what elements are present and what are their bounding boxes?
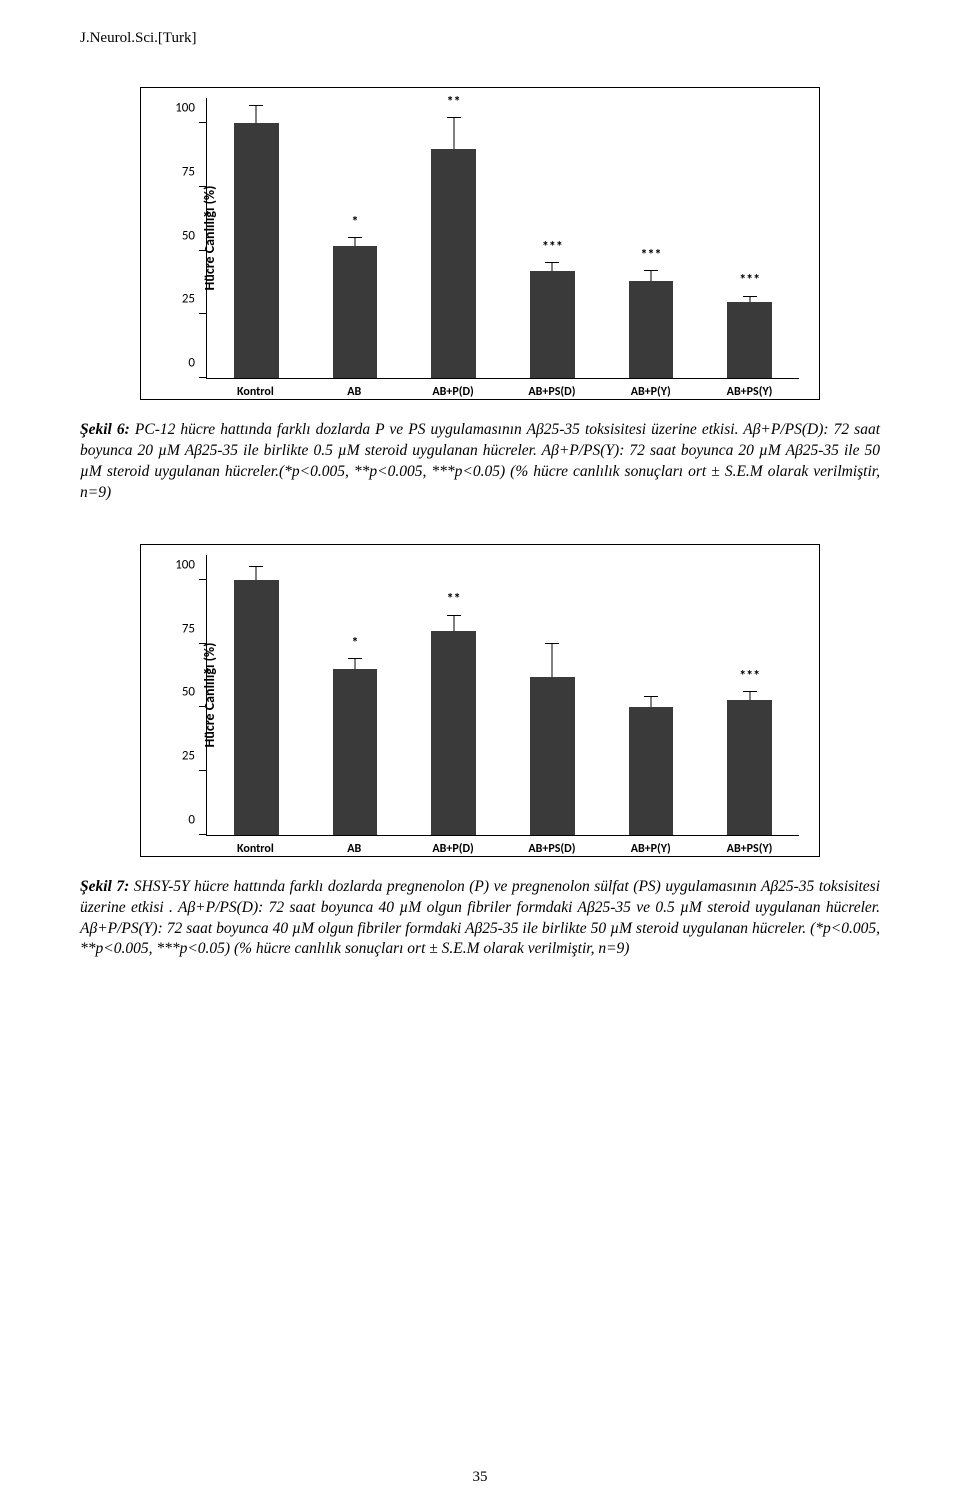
chart-bar	[629, 707, 673, 834]
chart-significance: *	[352, 213, 359, 230]
chart-ytick-label: 75	[182, 165, 195, 180]
figure-6-caption: Şekil 6: PC-12 hücre hattında farklı doz…	[80, 420, 880, 504]
chart-significance: **	[447, 93, 461, 110]
figure-7-chart: Hücre Canlılığı (%) 0255075100****** Kon…	[140, 544, 820, 857]
chart-significance: ***	[641, 246, 662, 263]
chart-ytick-label: 25	[182, 749, 195, 764]
chart-ytick	[199, 186, 207, 187]
chart-errorcap	[249, 105, 263, 106]
chart-errorcap	[644, 270, 658, 271]
chart-xtick-label: AB+PS(Y)	[700, 385, 799, 399]
chart-errorbar	[256, 106, 257, 124]
chart-xtick-label: AB+PS(D)	[502, 385, 601, 399]
chart-ytick	[199, 579, 207, 580]
chart-bar	[727, 700, 771, 835]
chart-errorcap	[644, 696, 658, 697]
chart-ytick	[199, 706, 207, 707]
chart-significance: ***	[542, 238, 563, 255]
chart-ytick-label: 100	[175, 558, 195, 573]
chart-significance: ***	[739, 667, 760, 684]
chart-errorbar	[453, 616, 454, 631]
chart-errorcap	[447, 615, 461, 616]
figure-7-caption: Şekil 7: SHSY-5Y hücre hattında farklı d…	[80, 877, 880, 961]
chart-bar	[333, 669, 377, 834]
chart-xtick-label: AB+PS(D)	[502, 842, 601, 856]
figure-6-label: Şekil 6:	[80, 421, 130, 438]
chart-bar	[333, 246, 377, 378]
chart-ytick	[199, 313, 207, 314]
chart-errorcap	[447, 117, 461, 118]
chart-ytick	[199, 122, 207, 123]
figure-6-chart: Hücre Canlılığı (%) 0255075100**********…	[140, 87, 820, 400]
chart-bar	[234, 580, 278, 835]
chart-bar	[431, 631, 475, 835]
chart7-ylabel: Hücre Canlılığı (%)	[201, 642, 218, 747]
chart-xtick-label: AB	[305, 385, 404, 399]
chart-xtick-label: AB+P(D)	[404, 385, 503, 399]
chart-errorbar	[256, 567, 257, 580]
chart-errorcap	[348, 237, 362, 238]
chart-errorcap	[249, 566, 263, 567]
chart-errorbar	[453, 118, 454, 149]
running-head: J.Neurol.Sci.[Turk]	[80, 30, 880, 47]
chart-xtick-label: AB+P(D)	[404, 842, 503, 856]
chart-errorcap	[743, 691, 757, 692]
chart-bar	[530, 677, 574, 835]
chart-errorcap	[348, 658, 362, 659]
chart-ytick-label: 50	[182, 228, 195, 243]
chart-errorbar	[355, 238, 356, 246]
page-number: 35	[0, 1469, 960, 1486]
chart-errorbar	[749, 692, 750, 700]
chart-ytick-label: 50	[182, 685, 195, 700]
chart-errorcap	[545, 643, 559, 644]
chart-ytick	[199, 643, 207, 644]
chart-xtick-label: AB+PS(Y)	[700, 842, 799, 856]
chart-errorbar	[651, 697, 652, 707]
figure-7-label: Şekil 7:	[80, 878, 129, 895]
chart-significance: ***	[739, 271, 760, 288]
chart-ytick	[199, 770, 207, 771]
chart-ytick	[199, 250, 207, 251]
chart-ytick	[199, 377, 207, 378]
chart-xtick-label: Kontrol	[206, 842, 305, 856]
chart-bar	[629, 281, 673, 378]
chart-ytick	[199, 834, 207, 835]
chart-ytick-label: 100	[175, 101, 195, 116]
chart-errorcap	[545, 262, 559, 263]
figure-6-text: PC-12 hücre hattında farklı dozlarda P v…	[80, 421, 880, 501]
figure-7-text: SHSY-5Y hücre hattında farklı dozlarda p…	[80, 878, 880, 958]
chart-bar	[431, 149, 475, 378]
chart-errorbar	[651, 271, 652, 281]
chart-errorbar	[552, 644, 553, 677]
chart-errorbar	[749, 297, 750, 302]
chart-xtick-label: AB+P(Y)	[601, 842, 700, 856]
chart-xtick-label: Kontrol	[206, 385, 305, 399]
chart-ytick-label: 25	[182, 292, 195, 307]
chart-significance: *	[352, 634, 359, 651]
chart-errorcap	[743, 296, 757, 297]
chart-ytick-label: 0	[188, 812, 195, 827]
chart-errorbar	[552, 263, 553, 271]
chart-significance: **	[447, 590, 461, 607]
chart-xtick-label: AB	[305, 842, 404, 856]
chart-xtick-label: AB+P(Y)	[601, 385, 700, 399]
chart-ytick-label: 0	[188, 356, 195, 371]
chart6-ylabel: Hücre Canlılığı (%)	[201, 186, 218, 291]
chart-errorbar	[355, 659, 356, 669]
chart-bar	[234, 123, 278, 378]
chart-bar	[727, 302, 771, 378]
chart-ytick-label: 75	[182, 621, 195, 636]
chart-bar	[530, 271, 574, 378]
